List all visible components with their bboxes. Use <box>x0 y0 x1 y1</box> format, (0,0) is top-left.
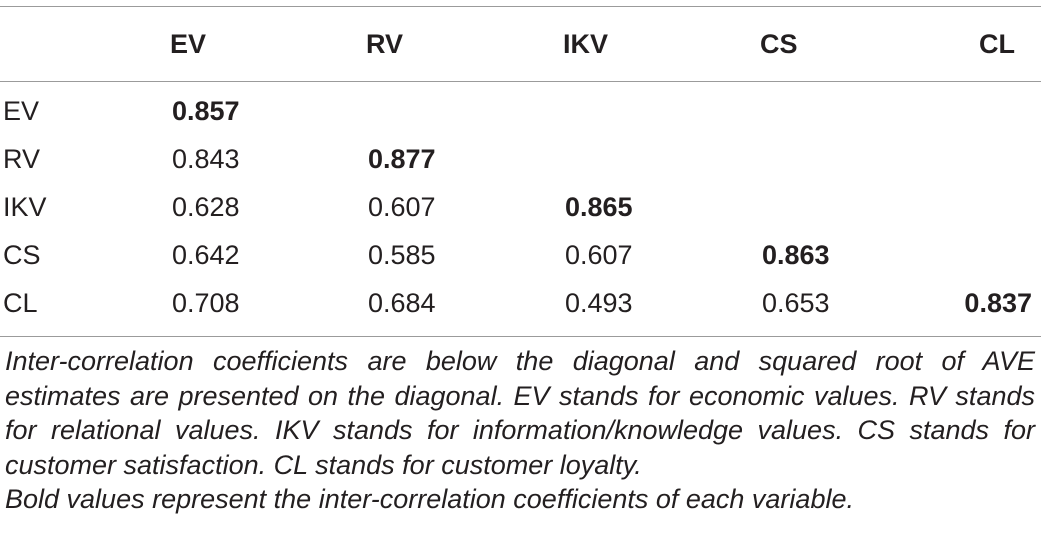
cell-cl-cl: 0.837 <box>964 287 1032 318</box>
cell-cs-ev: 0.642 <box>172 239 240 270</box>
cell-cs-ikv: 0.607 <box>565 239 633 270</box>
table-row: EV 0.857 <box>0 81 1041 135</box>
header-cell-corner <box>0 8 170 81</box>
table-row: CL 0.708 0.684 0.493 0.653 0.837 <box>0 279 1041 327</box>
header-cell-ikv: IKV <box>563 29 609 59</box>
table-row: CS 0.642 0.585 0.607 0.863 <box>0 231 1041 279</box>
cell-ikv-rv: 0.607 <box>368 191 436 222</box>
table-top-rule <box>0 6 1041 7</box>
table-header-rule <box>0 81 1041 82</box>
cell-cs-cs: 0.863 <box>762 239 830 270</box>
row-label-cs: CS <box>3 239 41 270</box>
cell-ev-ev: 0.857 <box>172 95 240 126</box>
cell-rv-cl <box>957 135 1041 183</box>
row-label-ev: EV <box>3 95 40 126</box>
cell-ikv-cs <box>760 183 957 231</box>
cell-ev-ikv <box>563 81 760 135</box>
table-row: RV 0.843 0.877 <box>0 135 1041 183</box>
cell-ikv-cl <box>957 183 1041 231</box>
table-row: IKV 0.628 0.607 0.865 <box>0 183 1041 231</box>
cell-rv-ikv <box>563 135 760 183</box>
cell-cs-cl <box>957 231 1041 279</box>
cell-cl-ikv: 0.493 <box>565 287 633 318</box>
table-header-row: EV RV IKV CS CL <box>0 8 1041 81</box>
row-label-ikv: IKV <box>3 191 47 222</box>
header-cell-rv: RV <box>366 29 404 59</box>
cell-ev-rv <box>366 81 563 135</box>
cell-rv-cs <box>760 135 957 183</box>
cell-ikv-ikv: 0.865 <box>565 191 633 222</box>
cell-ev-cs <box>760 81 957 135</box>
footnote-abbreviations: Inter-correlation coefficients are below… <box>5 346 1035 480</box>
cell-ikv-ev: 0.628 <box>172 191 240 222</box>
header-cell-ev: EV <box>170 29 207 59</box>
row-label-cl: CL <box>3 287 38 318</box>
footnote-bold-values: Bold values represent the inter-correlat… <box>5 484 854 514</box>
table-bottom-rule <box>0 336 1041 337</box>
cell-ev-cl <box>957 81 1041 135</box>
cell-rv-rv: 0.877 <box>368 143 436 174</box>
header-cell-cl: CL <box>979 29 1015 59</box>
cell-cs-rv: 0.585 <box>368 239 436 270</box>
cell-cl-ev: 0.708 <box>172 287 240 318</box>
header-cell-cs: CS <box>760 29 798 59</box>
cell-cl-rv: 0.684 <box>368 287 436 318</box>
table-footnotes: Inter-correlation coefficients are below… <box>5 344 1035 517</box>
cell-cl-cs: 0.653 <box>762 287 830 318</box>
cell-rv-ev: 0.843 <box>172 143 240 174</box>
row-label-rv: RV <box>3 143 41 174</box>
correlation-table: EV RV IKV CS CL EV 0.857 RV 0.843 0.877 <box>0 8 1041 327</box>
